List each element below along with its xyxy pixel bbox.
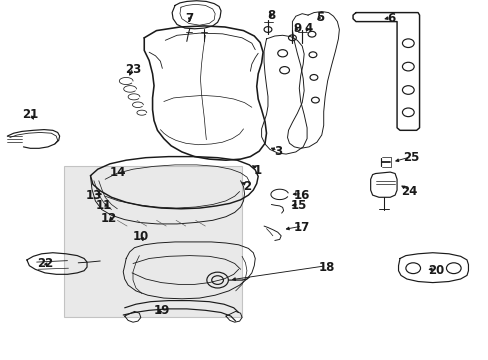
Text: 13: 13 bbox=[85, 189, 102, 202]
Text: 14: 14 bbox=[110, 166, 126, 179]
Text: 1: 1 bbox=[254, 165, 262, 177]
Text: 25: 25 bbox=[403, 151, 419, 164]
Text: 17: 17 bbox=[293, 221, 310, 234]
Text: 5: 5 bbox=[316, 11, 324, 24]
Text: 18: 18 bbox=[318, 261, 334, 274]
Text: 20: 20 bbox=[427, 264, 444, 277]
Bar bbox=[63, 166, 242, 317]
Text: 8: 8 bbox=[267, 9, 275, 22]
Text: 19: 19 bbox=[154, 304, 170, 317]
Text: 7: 7 bbox=[185, 12, 193, 25]
Text: 4: 4 bbox=[305, 22, 312, 35]
Text: 15: 15 bbox=[290, 199, 307, 212]
Text: 16: 16 bbox=[293, 189, 310, 202]
Text: 22: 22 bbox=[37, 257, 53, 270]
Text: 23: 23 bbox=[124, 63, 141, 76]
Text: 2: 2 bbox=[243, 180, 250, 193]
Text: 3: 3 bbox=[273, 145, 281, 158]
Text: 24: 24 bbox=[401, 185, 417, 198]
Text: 9: 9 bbox=[293, 22, 301, 35]
Text: 6: 6 bbox=[386, 12, 394, 25]
Text: 21: 21 bbox=[22, 108, 39, 121]
Text: 10: 10 bbox=[132, 230, 149, 243]
Text: 12: 12 bbox=[100, 212, 117, 225]
Text: 11: 11 bbox=[95, 199, 112, 212]
